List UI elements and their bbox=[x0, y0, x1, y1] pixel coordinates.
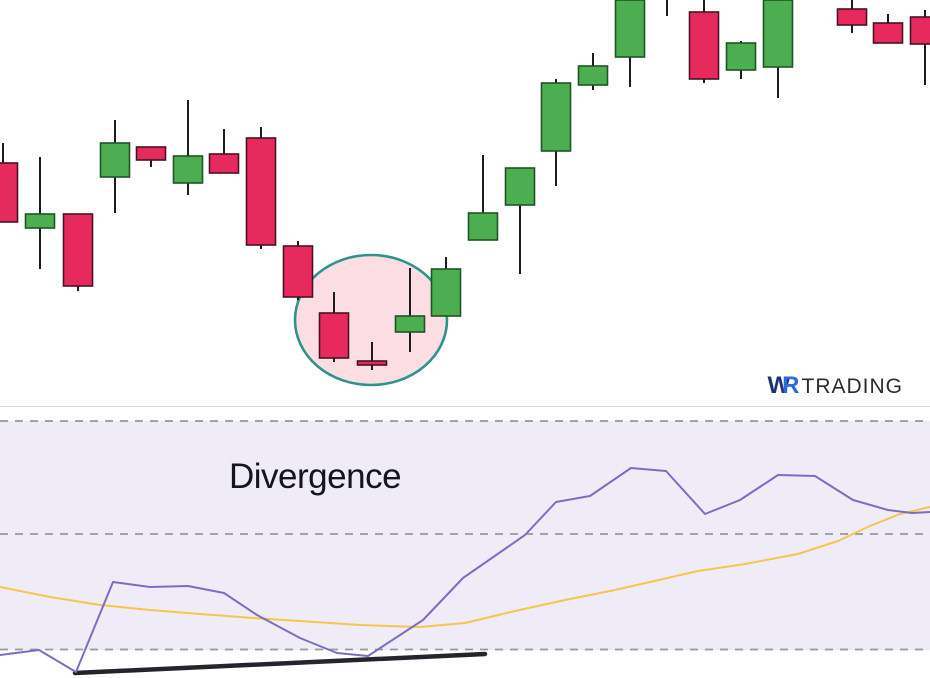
candle-body-down bbox=[282, 245, 314, 298]
candle-body-down bbox=[62, 213, 94, 287]
brand-logo-w: W bbox=[767, 372, 791, 399]
brand-logo: W R TRADING bbox=[767, 372, 904, 399]
indicator-plot bbox=[0, 420, 930, 676]
candle-body-down bbox=[0, 162, 19, 223]
candle-body-up bbox=[504, 167, 536, 206]
candle-body-up bbox=[467, 212, 499, 241]
oscillator-line bbox=[0, 467, 930, 673]
candle-body-up bbox=[394, 315, 426, 333]
candle-body-down bbox=[245, 137, 277, 246]
candle-body-up bbox=[762, 0, 794, 68]
candle-body-up bbox=[540, 82, 572, 152]
candle-body-up bbox=[577, 65, 609, 86]
candle-body-down bbox=[356, 360, 388, 366]
signal-line bbox=[0, 506, 930, 628]
divergence-trendline bbox=[72, 651, 488, 676]
candle-body-up bbox=[99, 142, 131, 178]
brand-logo-trading: TRADING bbox=[801, 375, 903, 398]
candle-body-down bbox=[836, 8, 868, 26]
indicator-panel: Divergence bbox=[0, 407, 930, 678]
candle-body-down bbox=[872, 22, 904, 44]
divergence-label: Divergence bbox=[229, 457, 402, 496]
candle-body-up bbox=[430, 268, 462, 317]
candle-body-down bbox=[318, 312, 350, 359]
brand-logo-r: R bbox=[782, 372, 800, 399]
candlestick-chart bbox=[0, 0, 930, 387]
indicator-band bbox=[0, 421, 930, 650]
candle-body-down bbox=[688, 11, 720, 80]
candle-body-up bbox=[614, 0, 646, 58]
candle-body-up bbox=[24, 213, 56, 229]
candle-body-up bbox=[172, 155, 204, 184]
candle-body-down bbox=[135, 146, 167, 161]
candle-body-down bbox=[909, 16, 930, 45]
candle-body-down bbox=[208, 153, 240, 174]
candle-body-up bbox=[725, 42, 757, 71]
